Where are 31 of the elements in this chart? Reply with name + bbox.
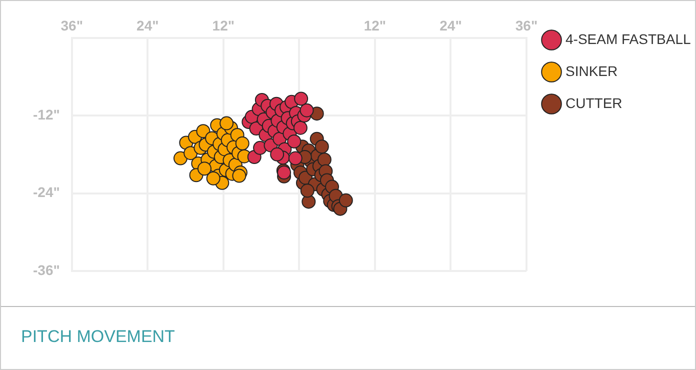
- point: [287, 134, 302, 148]
- point: [294, 92, 308, 106]
- x-tick-label: 24": [440, 17, 462, 34]
- y-tick-label: -24": [32, 184, 60, 200]
- point: [317, 152, 332, 167]
- x-tick-label: 24": [136, 17, 159, 34]
- point: [232, 168, 246, 183]
- y-tick-label: -36": [32, 262, 60, 278]
- point: [270, 147, 284, 162]
- point: [253, 140, 268, 155]
- point: [173, 151, 188, 166]
- x-tick-label: 36": [60, 17, 83, 34]
- point: [196, 124, 210, 138]
- point: [206, 171, 220, 186]
- x-tick-label: 36": [515, 17, 538, 34]
- point: [300, 184, 314, 198]
- y-tick-label: -12": [32, 106, 60, 122]
- point: [338, 193, 353, 208]
- text: PITCH MOVEMENT: [21, 327, 175, 347]
- point: [220, 116, 234, 130]
- point: [300, 103, 314, 118]
- point: [314, 140, 329, 154]
- point: [197, 162, 212, 176]
- legend-label: CUTTER: [566, 94, 622, 111]
- x-tick-label: 12": [364, 17, 386, 34]
- legend-label: SINKER: [566, 62, 618, 79]
- point: [293, 120, 308, 135]
- legend-label: 4-SEAM FASTBALL: [566, 30, 691, 47]
- point: [288, 151, 302, 166]
- point: [235, 136, 250, 150]
- x-tick-label: 12": [212, 17, 235, 34]
